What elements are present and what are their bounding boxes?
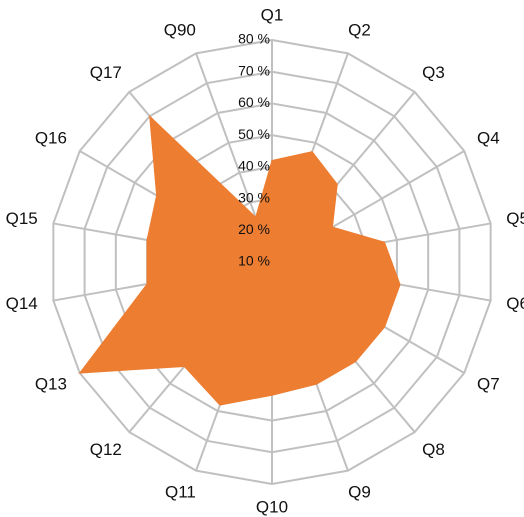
y-tick-label: 40 % [238,158,270,174]
category-label: Q90 [164,20,196,39]
category-label: Q6 [506,294,524,313]
category-label: Q7 [477,374,500,393]
y-tick-label: 80 % [238,31,270,47]
y-tick-label: 60 % [238,94,270,110]
y-tick-label: 50 % [238,126,270,142]
category-label: Q16 [35,128,67,147]
category-label: Q15 [6,209,38,228]
category-label: Q11 [165,483,196,502]
category-label: Q10 [256,497,288,516]
y-tick-label: 70 % [238,62,270,78]
category-label: Q5 [506,209,524,228]
category-label: Q3 [422,63,445,82]
category-label: Q4 [477,128,500,147]
category-label: Q12 [90,440,122,459]
category-label: Q17 [90,63,122,82]
category-label: Q9 [348,483,371,502]
y-tick-label: 30 % [238,189,270,205]
data-area [78,114,401,406]
category-label: Q1 [261,5,284,24]
y-tick-label: 10 % [238,253,270,269]
category-label: Q13 [35,374,67,393]
category-label: Q14 [6,294,38,313]
y-tick-label: 20 % [238,221,270,237]
category-label: Q2 [348,20,371,39]
category-label: Q8 [422,440,445,459]
